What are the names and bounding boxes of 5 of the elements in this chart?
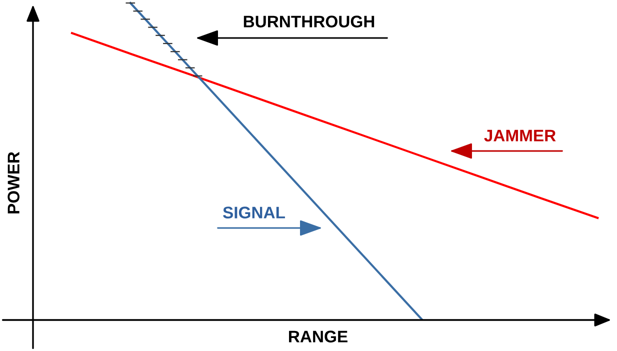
annotation: SIGNAL — [222, 206, 285, 218]
x-axis-title: RANGE — [289, 330, 348, 342]
y-axis-title: POWER — [8, 152, 20, 214]
annotation: JAMMER — [484, 130, 556, 142]
annotation: BURNTHROUGH — [244, 16, 374, 28]
